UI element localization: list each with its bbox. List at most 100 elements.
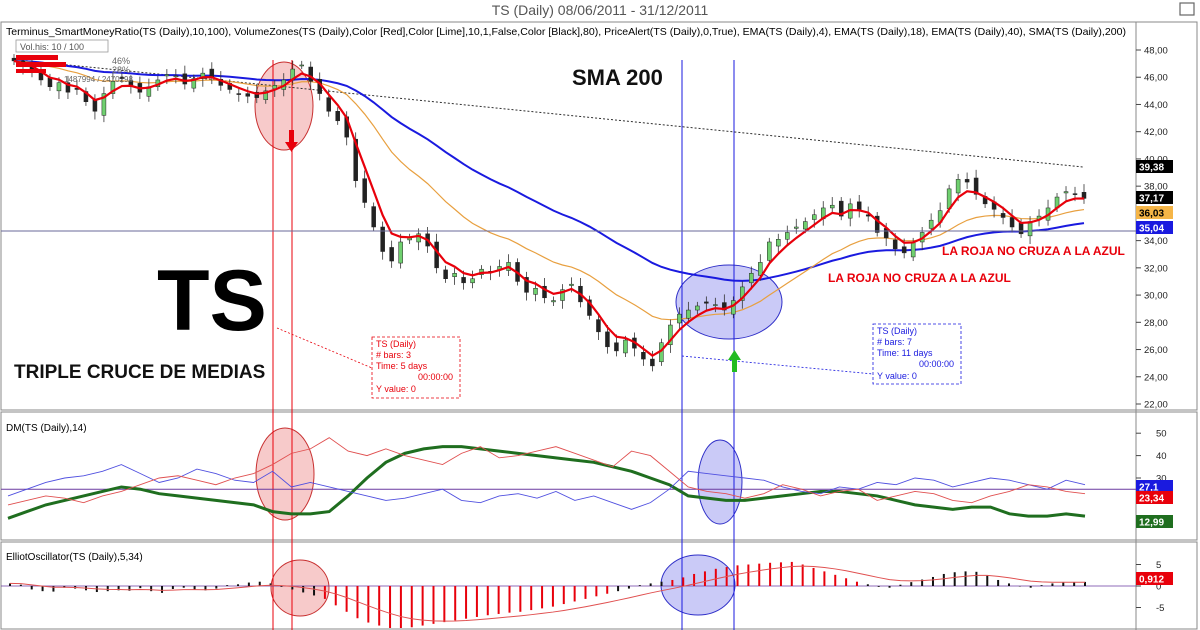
- infobox-red-l5: Y value: 0: [376, 384, 416, 394]
- infobox-red-l4: 00:00:00: [418, 372, 453, 382]
- candle: [380, 221, 385, 260]
- y-tick-label: 28,00: [1144, 318, 1168, 329]
- candle-body-down: [587, 299, 592, 316]
- indicator-header: Terminus_SmartMoneyRatio(TS (Daily),10,1…: [6, 27, 1126, 38]
- candle: [767, 237, 772, 265]
- candle-body-up: [398, 241, 403, 264]
- candle: [713, 297, 718, 313]
- candle-body-up: [110, 81, 116, 94]
- elliot-tick-label: 5: [1156, 560, 1161, 571]
- candle: [1063, 186, 1069, 202]
- candle-body-up: [263, 90, 269, 100]
- candle: [245, 86, 251, 104]
- candle: [299, 60, 304, 70]
- dm-series-di: [7, 437, 1086, 506]
- badge-ema4: 36,03: [1136, 206, 1173, 220]
- candle-body-down: [524, 277, 529, 293]
- candle-body-up: [794, 226, 799, 229]
- dm-panel: [0, 411, 1198, 541]
- candle-body-down: [65, 82, 71, 93]
- candle: [101, 86, 107, 123]
- candle: [119, 73, 125, 83]
- candle-body-down: [614, 342, 619, 352]
- ema4-line: [13, 59, 1085, 358]
- candle: [668, 319, 673, 353]
- candle-body-up: [191, 78, 197, 89]
- candle: [973, 169, 979, 200]
- ellipse-blue-dm: [697, 439, 743, 525]
- infobox-red: TS (Daily) # bars: 3 Time: 5 days 00:00:…: [371, 336, 461, 399]
- dm-tick-label: 40: [1156, 451, 1167, 462]
- candle: [110, 73, 116, 100]
- badge-ema4-text: 36,03: [1139, 209, 1164, 220]
- candle-body-up: [569, 283, 574, 286]
- candle-body-down: [838, 200, 844, 217]
- elliot-y-axis: 5 0 -5: [1136, 560, 1164, 614]
- elliot-title: ElliotOscillator(TS (Daily),5,34): [6, 552, 143, 563]
- candle: [551, 296, 556, 306]
- elliot-tick-label: 0: [1156, 582, 1161, 593]
- dm-tick-label: 50: [1156, 429, 1167, 440]
- candle-body-up: [677, 313, 682, 324]
- candle-body-up: [173, 75, 179, 78]
- badge-ema18-text: 37,17: [1139, 194, 1164, 205]
- candle-body-down: [236, 93, 242, 95]
- candle-body-up: [560, 289, 565, 301]
- projection-red: [276, 327, 373, 369]
- candle-body-up: [299, 64, 304, 67]
- elliot-tick-label: -5: [1156, 603, 1164, 614]
- candle-body-up: [928, 219, 934, 229]
- vertical-markers: [272, 60, 735, 630]
- candle-body-up: [803, 221, 808, 230]
- candle: [829, 197, 835, 214]
- candle: [650, 350, 655, 372]
- candle: [362, 170, 367, 208]
- candle: [398, 233, 403, 269]
- candle-body-down: [596, 319, 601, 333]
- candle: [785, 225, 790, 247]
- y-tick-label: 44,00: [1144, 100, 1168, 111]
- candle-body-down: [892, 239, 898, 250]
- candle-body-down: [1018, 222, 1024, 235]
- candle: [596, 314, 601, 341]
- candle-body-down: [92, 99, 98, 112]
- candle: [560, 284, 565, 309]
- candle: [686, 301, 691, 324]
- candle-body-up: [668, 324, 673, 346]
- candle: [542, 278, 547, 304]
- badge-elliot-text: 0,912: [1139, 575, 1164, 586]
- candle-body-up: [812, 214, 817, 220]
- badge-dm-red-text: 23,34: [1139, 494, 1164, 505]
- infobox-blue-l5: Y value: 0: [877, 371, 917, 381]
- candle: [605, 325, 610, 354]
- candle-body-down: [605, 331, 610, 348]
- candle-body-up: [101, 93, 107, 116]
- candle: [173, 69, 179, 84]
- candle-body-down: [1009, 217, 1015, 228]
- dm-marks: [1, 437, 1136, 520]
- ticker-annotation: TS: [157, 253, 267, 349]
- candle: [1081, 184, 1087, 204]
- dm-series-di: [7, 464, 1086, 510]
- candle-body-down: [874, 215, 880, 233]
- badge-elliot: 0,912: [1136, 572, 1173, 586]
- badge-dm-red: 23,34: [1136, 491, 1173, 505]
- candle-body-up: [910, 241, 916, 258]
- vol-red-bar-3: [16, 69, 46, 73]
- candle-body-up: [623, 339, 628, 354]
- candle: [335, 107, 340, 125]
- candle: [838, 197, 844, 221]
- ellipse-red-dm: [255, 427, 315, 521]
- candle-body-up: [955, 179, 961, 194]
- candle-body-down: [443, 269, 448, 279]
- badge-ema18: 37,17: [1136, 191, 1173, 205]
- elliot-marks: [1, 561, 1136, 628]
- candle-body-down: [1081, 192, 1087, 199]
- candle-body-up: [829, 204, 835, 209]
- candle-body-down: [542, 285, 547, 299]
- candle-body-down: [973, 177, 979, 195]
- candle: [236, 88, 242, 102]
- candle: [587, 295, 592, 320]
- maximize-icon[interactable]: [1179, 2, 1195, 16]
